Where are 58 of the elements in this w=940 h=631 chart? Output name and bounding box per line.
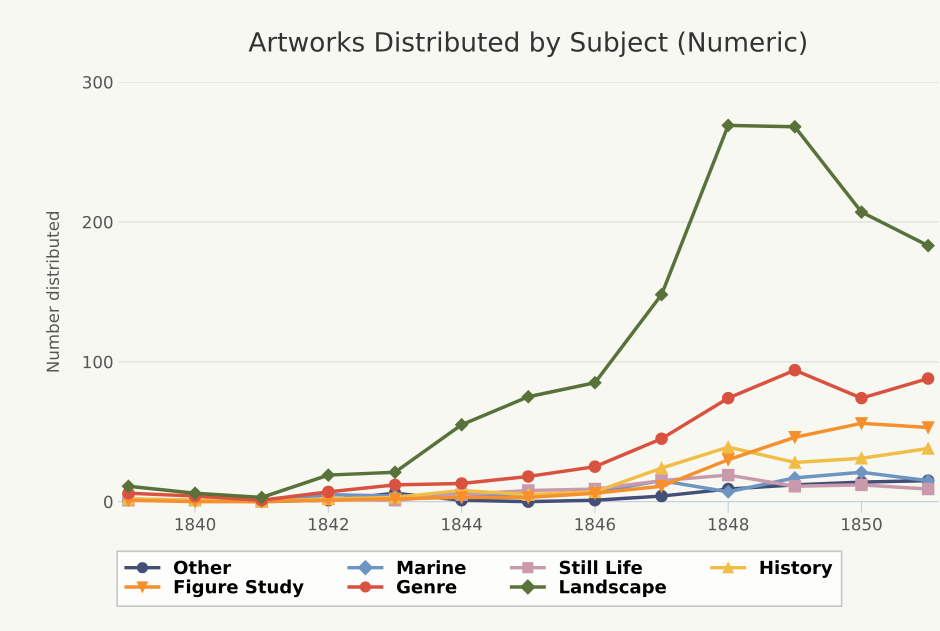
point xyxy=(854,466,868,479)
point xyxy=(388,466,402,479)
point xyxy=(588,460,602,473)
point xyxy=(722,453,734,466)
point xyxy=(855,392,868,404)
point xyxy=(655,480,668,493)
legend-label: Other xyxy=(174,560,232,574)
point xyxy=(455,491,468,504)
legend-label: History xyxy=(760,560,832,578)
x-tick-label: 1846 xyxy=(576,518,616,531)
point xyxy=(522,390,535,404)
point xyxy=(722,392,734,404)
point xyxy=(922,482,934,496)
point xyxy=(854,206,868,219)
point xyxy=(455,418,468,432)
point xyxy=(654,288,668,302)
x-tick-label: 1850 xyxy=(842,518,882,531)
point xyxy=(922,239,935,252)
y-tick-label: 0 xyxy=(104,496,112,508)
legend-label: Figure Study xyxy=(174,580,304,598)
x-tick-label: 1842 xyxy=(308,518,348,531)
point xyxy=(455,477,468,490)
x-tick-label: 1848 xyxy=(708,518,748,531)
point xyxy=(655,490,668,502)
point xyxy=(788,431,802,444)
point xyxy=(922,372,934,385)
point xyxy=(722,468,734,482)
point xyxy=(588,376,602,390)
point xyxy=(788,120,802,134)
legend-label: Landscape xyxy=(560,580,666,598)
point xyxy=(122,480,136,493)
y-tick-label: 100 xyxy=(84,356,112,368)
point xyxy=(722,440,734,454)
point xyxy=(788,456,802,469)
chart-title: Artworks Distributed by Subject (Numeric) xyxy=(248,31,806,57)
legend-label: Still Life xyxy=(560,560,642,574)
y-tick-label: 300 xyxy=(83,76,112,89)
point xyxy=(722,118,735,132)
point xyxy=(722,485,735,498)
legend-label: Genre xyxy=(397,580,456,594)
point xyxy=(322,486,335,498)
x-tick-label: 1840 xyxy=(176,518,216,531)
point xyxy=(788,364,802,376)
x-tick-label: 1844 xyxy=(442,518,482,531)
legend-label: Marine xyxy=(398,560,466,574)
point xyxy=(322,468,335,482)
point xyxy=(655,462,668,474)
point xyxy=(855,452,868,465)
point xyxy=(922,442,934,455)
y-tick-label: 200 xyxy=(82,216,112,228)
y-axis-title: Number distributed xyxy=(46,212,60,372)
point xyxy=(255,490,268,504)
point xyxy=(522,470,535,483)
point xyxy=(922,421,934,434)
point xyxy=(855,417,868,430)
point xyxy=(855,478,868,492)
point xyxy=(655,432,668,445)
point xyxy=(388,478,402,492)
